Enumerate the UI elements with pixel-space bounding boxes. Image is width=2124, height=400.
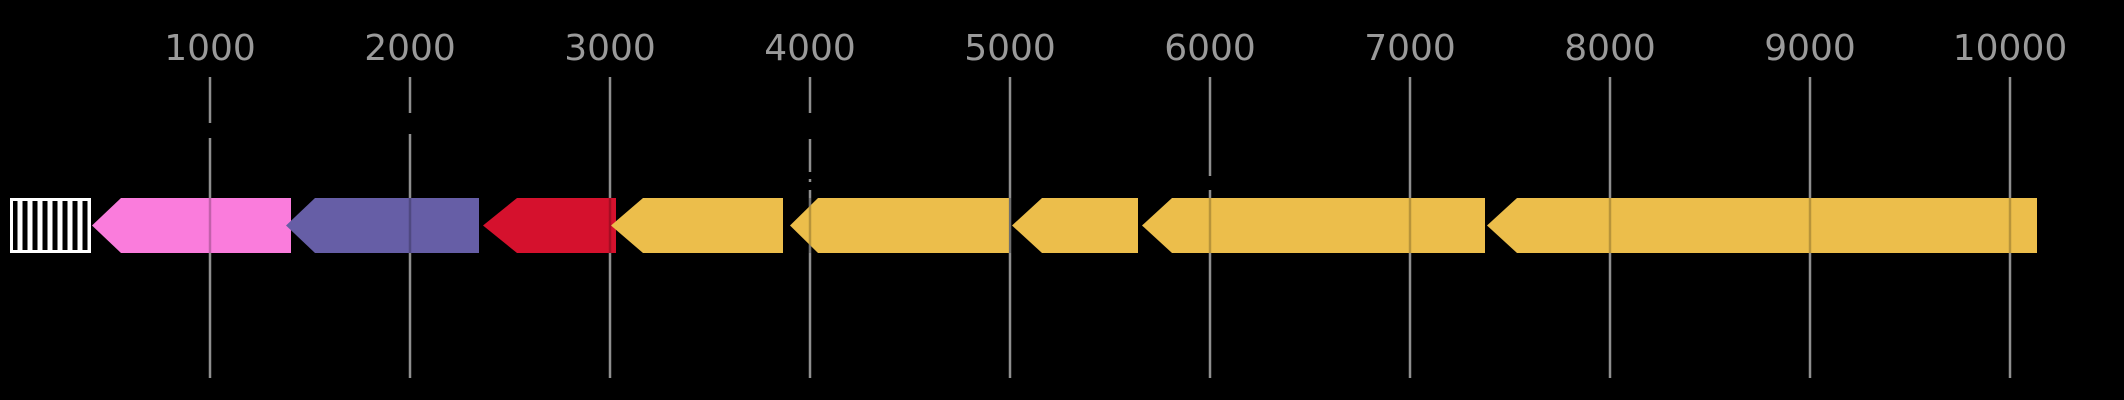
gridline-over-feature — [1408, 198, 1412, 253]
gridline-over-feature — [1008, 198, 1012, 253]
features-layer — [10, 198, 2037, 253]
feature-hatched-box — [10, 198, 91, 253]
feature-purple — [286, 198, 479, 253]
axis-tick-label: 7000 — [1364, 28, 1456, 69]
gridline-overlay-layer — [208, 198, 2012, 253]
axis-labels-layer: 1000 2000 3000 4000 5000 6000 7000 8000 9000 1000… — [164, 28, 2067, 69]
feature-yellow-4 — [1142, 198, 1485, 253]
feature-red — [483, 198, 616, 253]
gridline-over-feature — [608, 198, 612, 253]
black-connector-mark — [808, 172, 812, 179]
black-connector-mark — [808, 182, 812, 190]
axis-tick-label: 3000 — [564, 28, 656, 69]
gridline-over-feature — [2008, 198, 2012, 253]
axis-tick-label: 6000 — [1164, 28, 1256, 69]
gridline-over-feature — [1808, 198, 1812, 253]
gridline-over-feature — [808, 198, 812, 253]
gridline-over-feature — [1208, 198, 1212, 253]
feature-yellow-1 — [611, 198, 783, 253]
black-connector-mark — [408, 113, 412, 134]
black-connector-mark — [808, 113, 812, 139]
black-connector-mark — [208, 123, 212, 138]
feature-yellow-5 — [1487, 198, 2037, 253]
gridline-over-feature — [208, 198, 212, 253]
axis-tick-label: 9000 — [1764, 28, 1856, 69]
axis-tick-label: 1000 — [164, 28, 256, 69]
feature-yellow-3 — [1012, 198, 1138, 253]
axis-tick-label: 2000 — [364, 28, 456, 69]
axis-tick-label: 8000 — [1564, 28, 1656, 69]
axis-tick-label: 4000 — [764, 28, 856, 69]
feature-yellow-2 — [790, 198, 1009, 253]
connector-marks-layer — [208, 113, 1212, 190]
gridline-over-feature — [1608, 198, 1612, 253]
axis-tick-label: 5000 — [964, 28, 1056, 69]
feature-pink — [92, 198, 291, 253]
axis-tick-label: 10000 — [1953, 28, 2068, 69]
black-connector-mark — [1208, 176, 1212, 190]
gridline-over-feature — [408, 198, 412, 253]
